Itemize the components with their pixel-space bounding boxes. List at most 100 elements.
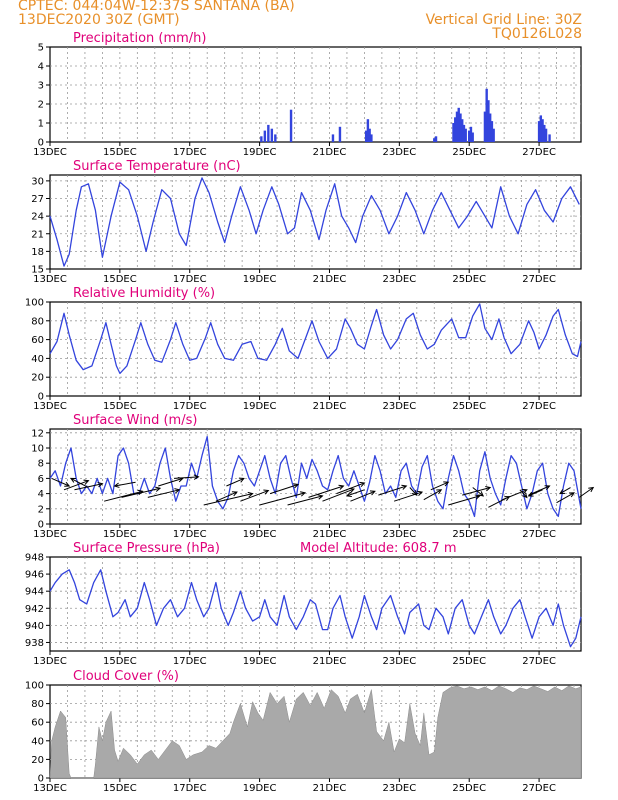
wind-vector bbox=[528, 489, 543, 497]
rh-title: Relative Humidity (%) bbox=[73, 286, 215, 301]
precip-bar bbox=[457, 107, 460, 142]
wind-vector bbox=[215, 491, 238, 502]
wind-vector bbox=[393, 491, 423, 502]
wind-vector bbox=[74, 483, 103, 491]
wind-vector bbox=[51, 477, 70, 487]
x-tick-label: 25DEC bbox=[452, 783, 486, 794]
precip-bar bbox=[263, 130, 267, 142]
y-tick-label: 40 bbox=[31, 736, 44, 747]
precip-bar bbox=[289, 109, 293, 142]
x-tick-label: 21DEC bbox=[313, 656, 347, 667]
x-tick-label: 23DEC bbox=[382, 529, 416, 540]
x-tick-label: 27DEC bbox=[522, 274, 556, 285]
y-tick-label: 21 bbox=[31, 229, 44, 240]
x-tick-label: 25DEC bbox=[452, 147, 486, 158]
x-tick-label: 25DEC bbox=[452, 401, 486, 412]
wind-vector bbox=[158, 477, 183, 487]
wind-vector bbox=[63, 480, 89, 491]
y-tick-label: 80 bbox=[31, 699, 44, 710]
wind-vector bbox=[409, 487, 418, 496]
wind-arrowhead bbox=[345, 491, 352, 498]
precip-bar bbox=[490, 121, 494, 142]
wind-arrowhead bbox=[411, 490, 418, 496]
wind-arrowhead bbox=[247, 491, 254, 498]
wind-arrowhead bbox=[69, 477, 76, 483]
x-tick-label: 15DEC bbox=[103, 147, 137, 158]
y-tick-label: 1 bbox=[38, 119, 44, 130]
y-tick-label: 15 bbox=[31, 265, 44, 276]
wind-vector bbox=[240, 490, 269, 502]
x-tick-label: 21DEC bbox=[313, 783, 347, 794]
wind-vector bbox=[121, 487, 161, 498]
temp-line bbox=[49, 177, 580, 267]
wind-arrowhead bbox=[474, 494, 481, 500]
precip-bar bbox=[455, 111, 459, 142]
y-tick-label: 0 bbox=[38, 520, 44, 531]
y-tick-label: 100 bbox=[25, 681, 44, 692]
x-tick-label: 19DEC bbox=[243, 783, 277, 794]
grid-line-note: Vertical Grid Line: 30Z bbox=[425, 12, 582, 28]
x-tick-label: 15DEC bbox=[103, 783, 137, 794]
rh-panel: 0 20 40 60 80 100 13DEC 15DEC 17DEC 19DEC 21DEC 23D… bbox=[25, 286, 582, 412]
wind-arrowhead bbox=[155, 486, 162, 492]
y-tick-label: 60 bbox=[31, 335, 44, 346]
wind-arrowhead bbox=[436, 489, 443, 495]
press-panel: 938 940 942 944 946 948 13DEC 15DEC 17DEC 19DEC 21… bbox=[25, 541, 582, 667]
press-line bbox=[49, 569, 582, 648]
y-tick-label: 100 bbox=[25, 298, 44, 309]
precip-bar bbox=[459, 113, 462, 142]
x-tick-label: 19DEC bbox=[243, 656, 277, 667]
y-tick-label: 940 bbox=[25, 621, 44, 632]
y-tick-label: 24 bbox=[31, 212, 44, 223]
precip-title: Precipitation (mm/h) bbox=[73, 31, 206, 46]
wind-vector bbox=[308, 485, 344, 498]
precip-bar bbox=[454, 117, 457, 142]
wind-arrowhead bbox=[588, 486, 595, 493]
precip-bar bbox=[462, 124, 466, 142]
y-tick-label: 20 bbox=[31, 755, 44, 766]
wind-arrowhead bbox=[478, 491, 485, 497]
precip-bar bbox=[260, 136, 263, 142]
x-tick-label: 27DEC bbox=[522, 401, 556, 412]
x-tick-label: 17DEC bbox=[173, 401, 207, 412]
x-tick-label: 23DEC bbox=[382, 783, 416, 794]
wind-panel: 0 2 4 6 8 10 12 13DEC 15DEC 17DEC 19DEC 21DEC 23DEC 2… bbox=[31, 413, 595, 540]
x-tick-label: 19DEC bbox=[243, 147, 277, 158]
x-tick-label: 13DEC bbox=[33, 656, 67, 667]
x-tick-label: 13DEC bbox=[33, 147, 67, 158]
model-code: TQ0126L028 bbox=[492, 26, 582, 42]
station-header: CPTEC: 044:04W-12:37S SANTANA (BA) bbox=[18, 0, 295, 14]
wind-arrowhead bbox=[521, 492, 528, 499]
x-tick-label: 13DEC bbox=[33, 274, 67, 285]
wind-vector bbox=[559, 487, 571, 495]
y-tick-label: 0 bbox=[38, 774, 44, 785]
wind-vector bbox=[462, 487, 491, 496]
wind-vector bbox=[350, 490, 376, 502]
y-tick-label: 4 bbox=[38, 62, 44, 73]
y-tick-label: 5 bbox=[38, 43, 44, 54]
x-tick-label: 21DEC bbox=[313, 274, 347, 285]
cloud-area bbox=[49, 685, 582, 779]
x-tick-label: 23DEC bbox=[382, 401, 416, 412]
precip-bar bbox=[541, 119, 544, 142]
x-tick-label: 13DEC bbox=[33, 783, 67, 794]
wind-arrowhead bbox=[443, 481, 450, 487]
x-tick-label: 17DEC bbox=[173, 274, 207, 285]
precip-bar bbox=[364, 130, 368, 142]
precip-bar bbox=[267, 124, 270, 142]
wind-vector bbox=[423, 489, 442, 501]
x-tick-label: 21DEC bbox=[313, 147, 347, 158]
temp-title: Surface Temperature (nC) bbox=[73, 159, 241, 174]
precip-bar bbox=[488, 113, 492, 142]
precip-bar bbox=[487, 100, 490, 142]
x-tick-label: 17DEC bbox=[173, 529, 207, 540]
precip-bar bbox=[548, 134, 551, 142]
plot-frame bbox=[49, 301, 582, 397]
wind-arrowhead bbox=[97, 481, 104, 488]
precip-bar bbox=[452, 123, 455, 142]
x-tick-label: 27DEC bbox=[522, 529, 556, 540]
wind-arrowhead bbox=[238, 477, 245, 483]
wind-vector bbox=[502, 489, 528, 501]
wind-arrowhead bbox=[544, 485, 551, 491]
wind-vector bbox=[322, 488, 355, 502]
